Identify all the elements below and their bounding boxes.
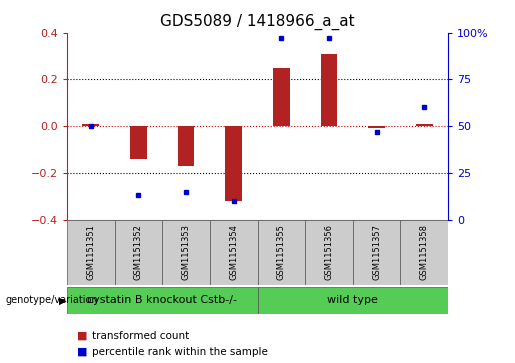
Text: GSM1151354: GSM1151354 bbox=[229, 224, 238, 280]
Text: GSM1151355: GSM1151355 bbox=[277, 224, 286, 280]
Bar bbox=[67, 287, 258, 314]
Bar bbox=[416, 124, 433, 126]
Text: transformed count: transformed count bbox=[92, 331, 189, 341]
Bar bbox=[130, 126, 147, 159]
Bar bbox=[82, 124, 99, 126]
Text: ■: ■ bbox=[77, 331, 88, 341]
Bar bbox=[273, 68, 289, 126]
Bar bbox=[258, 287, 448, 314]
Bar bbox=[353, 220, 401, 285]
Bar bbox=[67, 220, 115, 285]
Bar bbox=[368, 126, 385, 129]
Bar bbox=[114, 220, 162, 285]
Text: cystatin B knockout Cstb-/-: cystatin B knockout Cstb-/- bbox=[87, 295, 237, 305]
Text: ▶: ▶ bbox=[59, 295, 67, 305]
Text: GSM1151357: GSM1151357 bbox=[372, 224, 381, 280]
Text: GSM1151358: GSM1151358 bbox=[420, 224, 428, 280]
Text: GSM1151353: GSM1151353 bbox=[182, 224, 191, 280]
Bar bbox=[401, 220, 448, 285]
Bar bbox=[162, 220, 210, 285]
Text: genotype/variation: genotype/variation bbox=[5, 295, 98, 305]
Text: GSM1151352: GSM1151352 bbox=[134, 224, 143, 280]
Text: ■: ■ bbox=[77, 347, 88, 357]
Bar bbox=[305, 220, 353, 285]
Bar bbox=[178, 126, 194, 166]
Text: wild type: wild type bbox=[328, 295, 378, 305]
Text: GSM1151356: GSM1151356 bbox=[324, 224, 333, 280]
Text: GSM1151351: GSM1151351 bbox=[87, 224, 95, 280]
Bar bbox=[210, 220, 258, 285]
Bar bbox=[226, 126, 242, 201]
Bar bbox=[258, 220, 305, 285]
Bar bbox=[321, 54, 337, 126]
Title: GDS5089 / 1418966_a_at: GDS5089 / 1418966_a_at bbox=[160, 14, 355, 30]
Text: percentile rank within the sample: percentile rank within the sample bbox=[92, 347, 268, 357]
